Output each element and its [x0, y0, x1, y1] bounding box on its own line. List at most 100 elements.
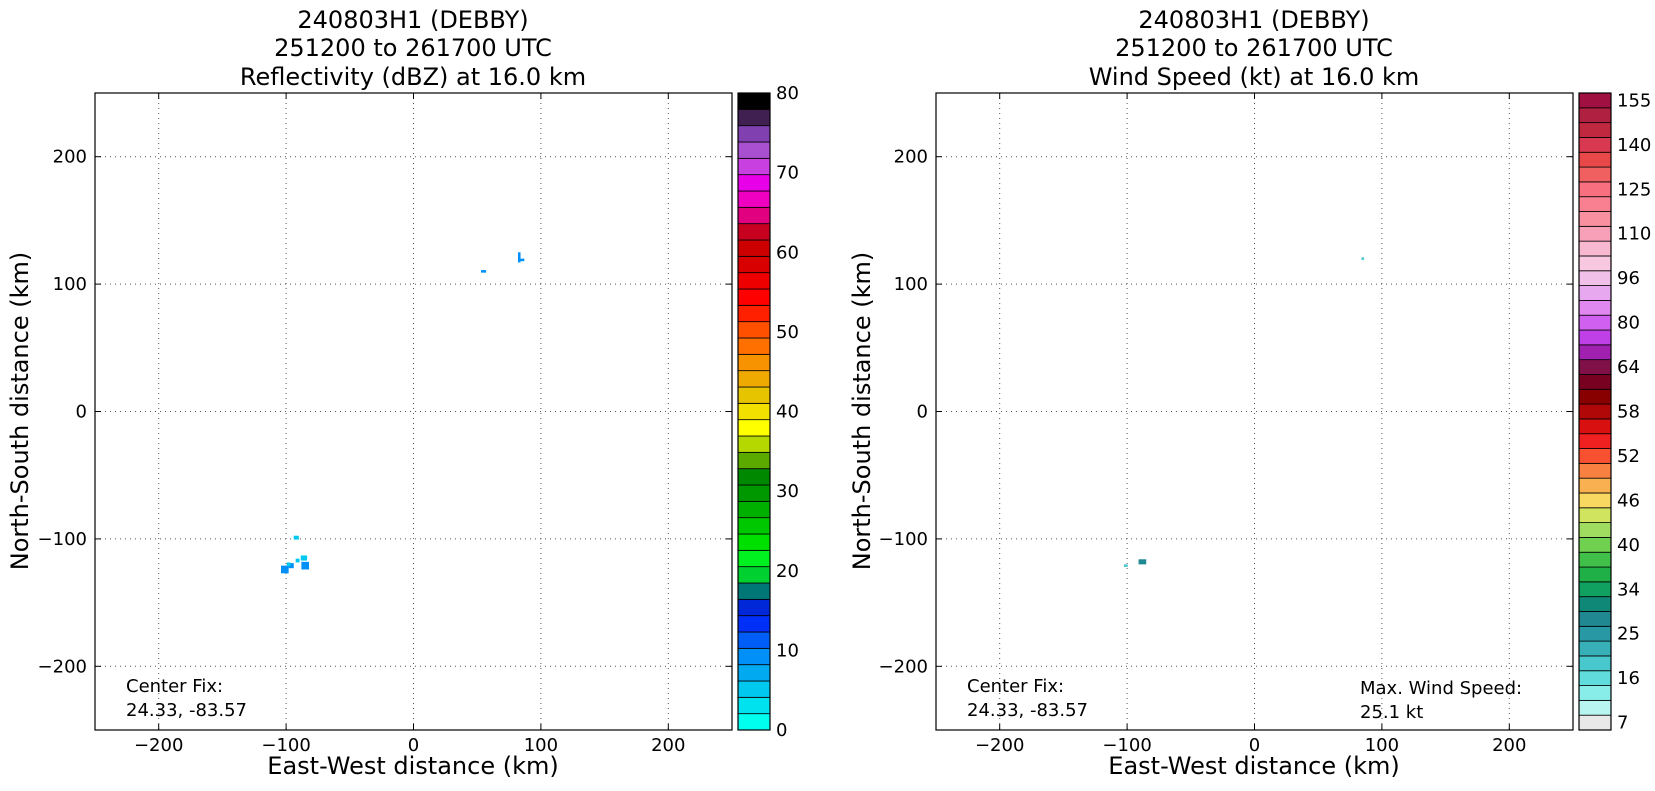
y-tick-label: −200	[38, 656, 87, 677]
colorbar-segment	[1578, 329, 1612, 346]
colorbar-segment	[1578, 299, 1612, 316]
colorbar-segment	[1578, 285, 1612, 301]
colorbar-segment	[737, 190, 771, 208]
colorbar-segment	[737, 566, 771, 584]
echo-cell	[281, 565, 289, 574]
y-tick-label: 100	[53, 274, 87, 295]
colorbar-segment	[1578, 92, 1612, 109]
colorbar-segment	[737, 647, 771, 666]
colorbar-frame	[1578, 92, 1612, 731]
colorbar-segment	[737, 533, 771, 551]
colorbar-segment	[1578, 196, 1612, 212]
colorbar-segment	[1578, 507, 1612, 524]
echo-cell	[300, 555, 308, 561]
colorbar-tick-label: 20	[776, 561, 799, 582]
echo-cell	[301, 561, 310, 570]
colorbar-tick-label: 58	[1617, 402, 1640, 423]
colorbar-segment	[737, 321, 771, 339]
colorbar-segment	[1578, 699, 1612, 716]
colorbar-tick-label: 40	[776, 402, 799, 423]
echo-cell	[481, 270, 487, 273]
colorbar-segment	[1578, 211, 1612, 227]
colorbar-segment	[1578, 433, 1612, 449]
colorbar-tick-label: 7	[1617, 713, 1628, 734]
colorbar-segment	[1578, 240, 1612, 257]
colorbar-segment	[1578, 537, 1612, 553]
max-wind-value: 25.1 kt	[1360, 702, 1423, 723]
colorbar-segment	[737, 386, 771, 404]
colorbar-tick-label: 80	[776, 83, 799, 104]
colorbar-segment	[1578, 255, 1612, 272]
x-tick-label: −200	[134, 735, 183, 756]
colorbar-segment	[737, 615, 771, 633]
colorbar-segment	[1578, 611, 1612, 627]
colorbar-segment	[1578, 640, 1612, 657]
colorbar-segment	[737, 435, 771, 453]
y-tick-label: −100	[38, 529, 87, 550]
x-tick-label: −200	[975, 735, 1024, 756]
colorbar: 7 16 25 34 40 46 52 58 64 80 96 110 125 140 155	[1578, 90, 1651, 734]
colorbar-segment	[1578, 670, 1612, 686]
colorbar-tick-label: 110	[1617, 224, 1651, 245]
colorbar-segment	[1578, 477, 1612, 494]
colorbar-segment	[1578, 522, 1612, 538]
colorbar-segment	[1578, 596, 1612, 612]
plot-area: −200 −100 0 100 200 −200 −100 0 100 200	[879, 92, 1574, 756]
panel-title-line-1: 240803H1 (DEBBY)	[297, 6, 528, 34]
echo-cell	[517, 252, 521, 263]
y-axis-label: North-South distance (km)	[6, 252, 34, 571]
colorbar-tick-label: 10	[776, 640, 799, 661]
colorbar-segment	[737, 337, 771, 355]
colorbar-segment	[1578, 566, 1612, 583]
center-fix-label: Center Fix:	[126, 676, 223, 697]
y-tick-label: 200	[53, 147, 87, 168]
colorbar-segment	[737, 288, 771, 306]
colorbar-segment	[1578, 714, 1612, 731]
colorbar-tick-label: 155	[1617, 90, 1651, 111]
colorbar-segment	[1578, 403, 1612, 420]
colorbar-segment	[737, 451, 771, 470]
colorbar-segment	[737, 92, 771, 110]
colorbar-segment	[1578, 270, 1612, 286]
colorbar-tick-label: 40	[1617, 535, 1640, 556]
colorbar-segment	[737, 255, 771, 274]
y-tick-label: −200	[879, 656, 928, 677]
x-tick-label: −100	[261, 735, 310, 756]
y-tick-label: 0	[917, 402, 928, 423]
colorbar-segment	[1578, 625, 1612, 642]
colorbar-segment	[737, 304, 771, 323]
colorbar-segment	[1578, 314, 1612, 331]
colorbar-segment	[737, 206, 771, 225]
colorbar-segment	[737, 680, 771, 698]
colorbar-tick-label: 60	[776, 242, 799, 263]
colorbar-segment	[1578, 359, 1612, 375]
x-tick-label: 100	[1365, 735, 1399, 756]
x-tick-label: 0	[408, 735, 419, 756]
colorbar-segment	[737, 353, 771, 372]
x-tick-label: 200	[651, 735, 685, 756]
colorbar-segment	[737, 239, 771, 257]
colorbar-tick-label: 125	[1617, 179, 1651, 200]
echo-cell	[1361, 257, 1365, 260]
y-tick-label: 200	[894, 147, 928, 168]
colorbar-segment	[737, 713, 771, 731]
max-wind-label: Max. Wind Speed:	[1360, 678, 1522, 699]
colorbar-segment	[737, 484, 771, 502]
colorbar-segment	[1578, 151, 1612, 168]
colorbar: 0 10 20 30 40 50 60 70 80	[737, 83, 799, 741]
colorbar-segment	[737, 402, 771, 421]
colorbar-segment	[737, 223, 771, 241]
colorbar-segment	[1578, 448, 1612, 464]
colorbar-segment	[737, 696, 771, 715]
panel-title-line-2: 251200 to 261700 UTC	[274, 34, 552, 62]
colorbar-segment	[737, 108, 771, 127]
colorbar-segment	[737, 141, 771, 159]
colorbar-tick-label: 0	[776, 720, 787, 741]
colorbar-tick-label: 46	[1617, 490, 1640, 511]
colorbar-segment	[737, 468, 771, 486]
colorbar-segment	[1578, 581, 1612, 598]
colorbar-segment	[1578, 122, 1612, 138]
x-axis-label: East-West distance (km)	[267, 752, 558, 780]
echo-cell	[295, 558, 300, 563]
